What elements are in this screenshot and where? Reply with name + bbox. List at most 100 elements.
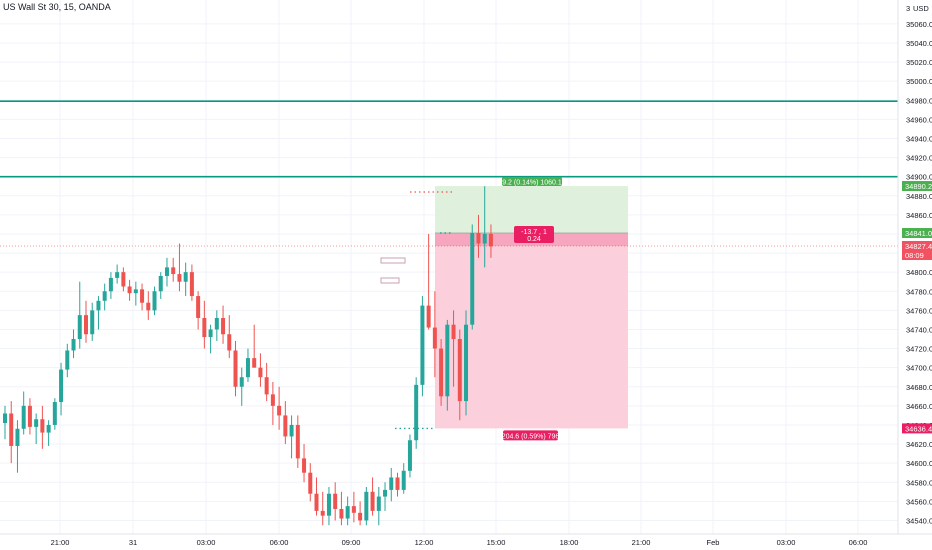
time-tick-label: 21:00 (51, 538, 70, 547)
candle-body (295, 424, 300, 459)
candle-body (395, 477, 400, 490)
candle-body (121, 272, 126, 287)
target-price-badge: 34890.2 (902, 181, 932, 192)
candle-body (3, 413, 7, 424)
price-tick-label: 34960.0 (906, 115, 932, 124)
entry-price-badge-bg (902, 228, 932, 239)
candle-body (470, 233, 475, 325)
price-tick-label: 34600.0 (906, 459, 932, 468)
candle-body (90, 310, 95, 335)
time-tick-label: 06:00 (270, 538, 289, 547)
candle-body (383, 489, 388, 497)
annotation-box (380, 277, 400, 284)
current-price-badge-text: 08:09 (905, 251, 924, 260)
price-tick-label: 34620.0 (906, 440, 932, 449)
price-tick-label: 34880.0 (906, 192, 932, 201)
price-tick-label: 35020.0 (906, 58, 932, 67)
candle-body (376, 496, 381, 511)
candle-body (283, 415, 288, 437)
time-tick-label: 18:00 (560, 538, 579, 547)
pnl-label-line1: -13.7 , 1 (521, 229, 547, 236)
candle-body (351, 506, 356, 513)
candle-body (326, 493, 331, 516)
candle-body (146, 302, 151, 311)
candle-body (407, 440, 412, 471)
target-label: 49.2 (0.14%) 1060.12 (498, 177, 566, 187)
candle-body (189, 272, 194, 297)
target-price-badge-bg (902, 181, 932, 192)
candle-body (152, 291, 157, 311)
stop-zone (435, 233, 628, 429)
stop-label-bg (503, 430, 558, 441)
candle-body (102, 291, 107, 301)
candle-body (239, 377, 244, 387)
time-tick-label: 03:00 (777, 538, 796, 547)
price-tick-label: 34560.0 (906, 497, 932, 506)
candles (3, 186, 493, 526)
candle-body (289, 424, 294, 437)
candle-body (308, 472, 313, 494)
price-tick-label: 3 (906, 4, 910, 13)
candle-body (270, 394, 275, 406)
candle-body (339, 508, 344, 519)
candle-body (158, 275, 163, 292)
candle-body (320, 510, 325, 516)
stop-price-badge-text: 34636.4 (905, 424, 932, 433)
price-tick-label: 34980.0 (906, 96, 932, 105)
time-tick-label: 31 (129, 538, 137, 547)
candle-body (233, 350, 238, 387)
price-tick-label: 34760.0 (906, 306, 932, 315)
candle-body (183, 272, 188, 282)
candle-body (21, 405, 26, 429)
candle-body (52, 402, 57, 425)
price-axis: 35060.0 35040.0 35020.0 35000.0 34980.0 34960… (897, 0, 932, 550)
price-tick-label: 34780.0 (906, 287, 932, 296)
candle-body (65, 350, 70, 370)
candle-body (96, 300, 101, 311)
time-tick-label: 12:00 (415, 538, 434, 547)
pnl-label: -13.7 , 10.24 (514, 226, 554, 243)
price-tick-label: 34800.0 (906, 268, 932, 277)
candle-body (389, 477, 394, 490)
pnl-label-line2: 0.24 (527, 236, 541, 243)
candle-body (432, 327, 437, 349)
candle-body (414, 384, 419, 441)
price-tick-label: 34580.0 (906, 478, 932, 487)
candle-body (202, 318, 207, 338)
candle-body (426, 305, 431, 328)
candle-body (40, 419, 45, 433)
candle-body (77, 315, 82, 340)
candle-body (370, 491, 375, 511)
candle-body (221, 318, 226, 335)
stop-label: 204.6 (0.59%) 796 (502, 430, 559, 441)
candle-body (208, 329, 213, 338)
candle-body (258, 367, 263, 378)
price-tick-label: 35040.0 (906, 39, 932, 48)
candle-body (252, 358, 257, 368)
price-tick-label: 35060.0 (906, 20, 932, 29)
candle-body (9, 413, 14, 446)
candle-body (196, 296, 201, 318)
candle-body (277, 405, 282, 416)
candle-body (27, 405, 32, 427)
candle-body (171, 267, 176, 275)
candle-body (302, 458, 307, 473)
candle-body (164, 267, 169, 276)
current-price-badge-bg (902, 240, 932, 260)
candle-body (358, 512, 363, 521)
candle-body (488, 233, 493, 247)
candle-body (457, 339, 462, 402)
candle-body (445, 324, 450, 397)
candle-body (15, 428, 20, 446)
price-tick-label: 34700.0 (906, 364, 932, 373)
time-tick-label: 06:00 (849, 538, 868, 547)
candle-body (245, 358, 250, 378)
target-label-text: 49.2 (0.14%) 1060.12 (498, 180, 565, 187)
candle-body (46, 424, 51, 433)
time-tick-label: 03:00 (197, 538, 216, 547)
candle-body (108, 277, 113, 292)
candle-body (71, 339, 76, 351)
price-tick-label: 34860.0 (906, 211, 932, 220)
